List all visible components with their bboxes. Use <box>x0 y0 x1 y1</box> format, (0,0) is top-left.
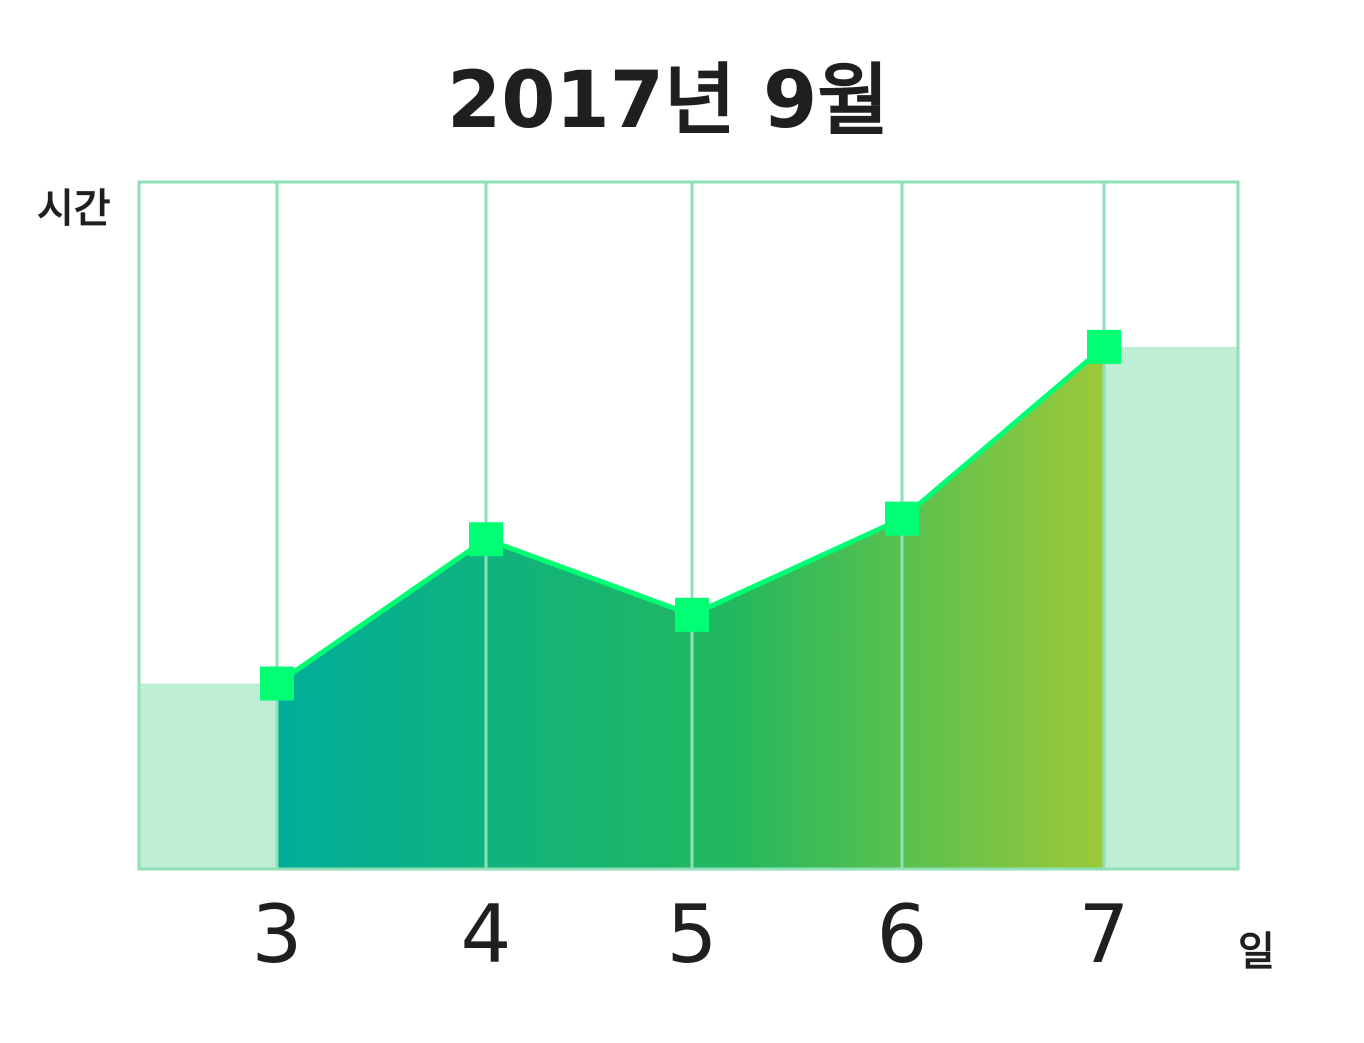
x-tick-label-4: 4 <box>461 888 512 981</box>
data-point-7 <box>1087 329 1121 364</box>
chart-title: 2017년 9월 <box>447 56 889 146</box>
y-axis-label: 시간 <box>37 186 111 232</box>
data-point-6 <box>885 501 919 536</box>
x-tick-label-3: 3 <box>252 888 303 981</box>
x-axis-label: 일 <box>1238 929 1275 975</box>
edge-fill-left <box>139 683 277 869</box>
x-tick-label-6: 6 <box>877 888 928 981</box>
x-tick-label-5: 5 <box>667 888 718 981</box>
edge-fill-right <box>1104 346 1238 869</box>
data-point-4 <box>469 522 503 557</box>
area-fill <box>277 346 1104 869</box>
plot-area: 3 4 5 6 7 <box>137 180 1240 981</box>
data-point-5 <box>675 597 709 632</box>
plot-frame <box>137 180 1240 871</box>
data-point-3 <box>260 666 294 701</box>
x-tick-label-7: 7 <box>1079 888 1130 981</box>
